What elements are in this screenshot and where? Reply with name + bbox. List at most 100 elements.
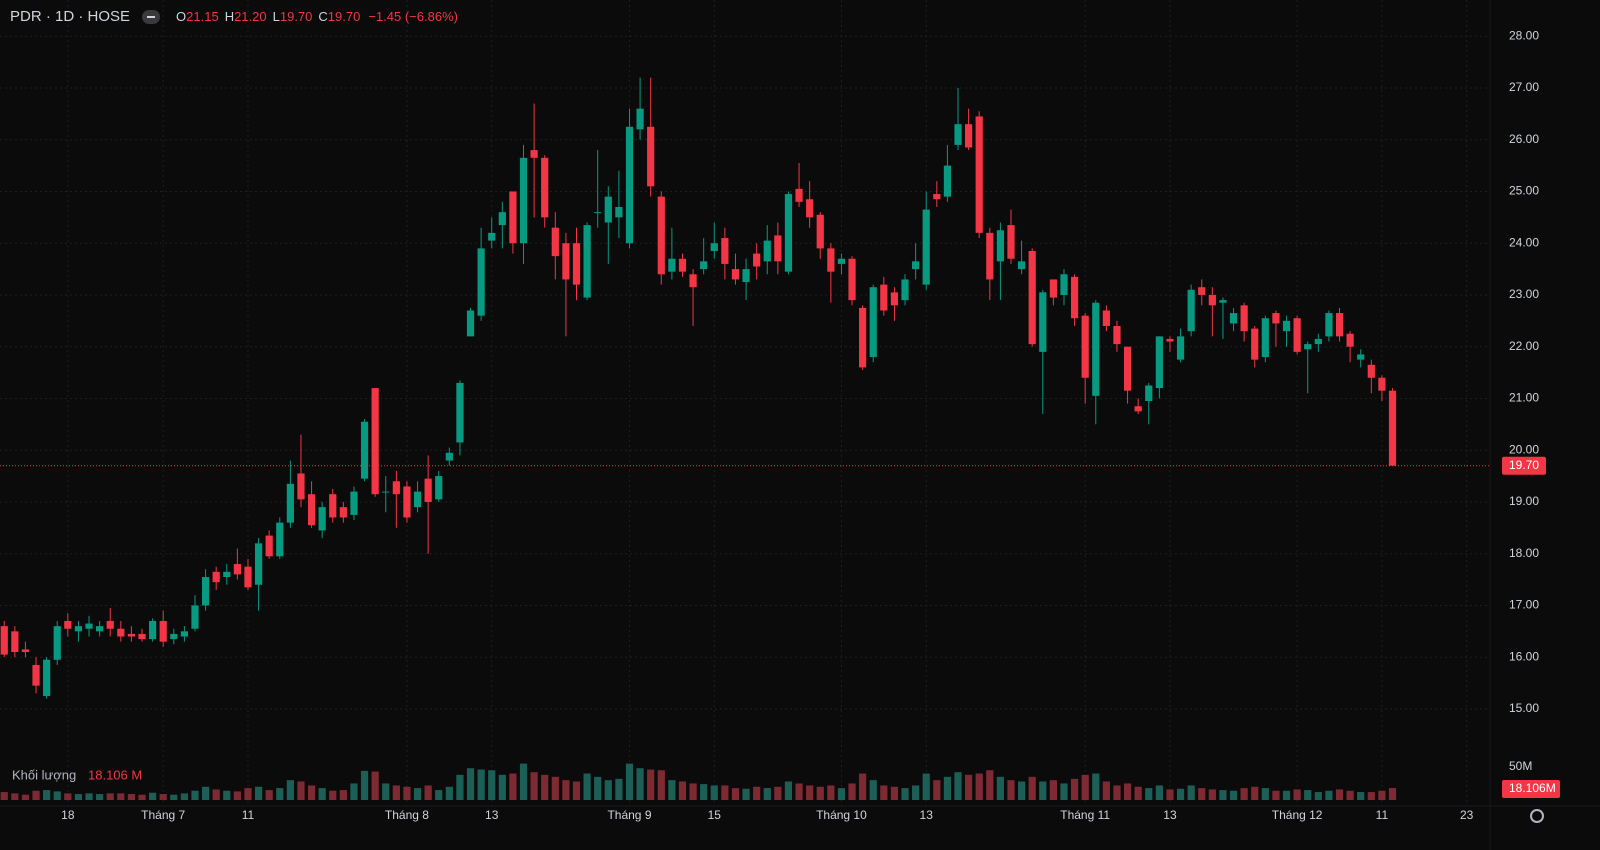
candle-body	[170, 633, 178, 640]
candle-body	[647, 126, 655, 187]
volume-bar	[53, 791, 61, 800]
candle-body	[85, 623, 93, 629]
volume-bar	[360, 770, 369, 800]
volume-bar	[901, 788, 909, 800]
volume-bar	[742, 788, 750, 800]
candle-body	[1166, 338, 1174, 342]
candle-body	[180, 631, 188, 637]
volume-bar	[201, 786, 210, 800]
volume-bar	[1304, 790, 1312, 800]
candle-body	[64, 620, 72, 629]
x-tick-label: Tháng 12	[1272, 808, 1323, 822]
candle-body	[509, 191, 517, 244]
candle-body	[424, 478, 432, 502]
legend-value: 21.20	[234, 9, 267, 24]
candle-body	[1039, 292, 1047, 352]
volume-bar	[1346, 790, 1354, 800]
x-tick-label: Tháng 8	[385, 808, 429, 822]
volume-bar	[371, 771, 379, 800]
candle-body	[1145, 385, 1153, 402]
candle-body	[1335, 313, 1344, 337]
candle-body	[138, 633, 146, 640]
candle-body	[1346, 333, 1354, 347]
volume-bar	[1251, 786, 1259, 800]
candle-body	[1304, 344, 1312, 350]
candle-body	[1293, 318, 1301, 352]
volume-bar	[541, 774, 549, 800]
legend-value: 19.70	[327, 9, 361, 24]
volume-bar	[191, 790, 199, 800]
last-volume-box	[1502, 780, 1560, 798]
legend-value: 19.70	[279, 9, 313, 24]
candle-body	[1240, 305, 1248, 332]
volume-bar	[286, 780, 294, 800]
y-tick-label: 15.00	[1509, 701, 1539, 715]
candle-body	[149, 620, 157, 640]
volume-bar	[519, 763, 528, 800]
candle-body	[943, 165, 952, 197]
candle-body	[286, 483, 294, 523]
candle-body	[21, 649, 30, 653]
collapse-button[interactable]	[142, 9, 161, 24]
candle-body	[530, 150, 538, 158]
candle-body	[477, 248, 485, 316]
volume-bar	[912, 785, 920, 800]
candle-body	[1081, 315, 1089, 378]
volume-bar	[170, 794, 178, 800]
legend-key: C	[318, 9, 328, 24]
candle-body	[1325, 313, 1333, 337]
volume-bar	[1357, 792, 1365, 800]
candle-body	[668, 258, 676, 272]
volume-bar	[435, 790, 443, 800]
x-tick-label: Tháng 10	[816, 808, 867, 822]
volume-bar	[509, 773, 517, 800]
candle-body	[276, 522, 284, 557]
candle-body	[615, 206, 623, 218]
volume-bar	[1017, 781, 1026, 800]
volume-bar	[244, 788, 252, 800]
candle-body	[795, 188, 803, 202]
y-tick-label: 19.00	[1509, 494, 1539, 508]
candle-body	[721, 238, 729, 264]
volume-tick-label: 50M	[1509, 759, 1532, 773]
candle-body	[1028, 250, 1036, 345]
candle-body	[551, 227, 559, 257]
y-tick-label: 20.00	[1509, 442, 1539, 456]
volume-bar	[0, 792, 8, 800]
candle-body	[466, 310, 475, 337]
volume-bar	[498, 774, 506, 800]
candle-body	[1007, 225, 1015, 259]
candle-body	[604, 196, 612, 223]
volume-bar	[530, 772, 538, 800]
candle-body	[53, 626, 61, 660]
volume-bar	[424, 785, 432, 800]
volume-bar	[965, 774, 973, 800]
volume-bar	[276, 788, 284, 800]
candle-body	[1314, 338, 1322, 345]
volume-bar	[572, 781, 581, 800]
candle-body	[159, 620, 167, 642]
candle-body	[1176, 336, 1185, 360]
candle-body	[806, 199, 814, 218]
candle-body	[445, 452, 453, 461]
candle-body	[625, 126, 634, 244]
candle-body	[1378, 377, 1386, 391]
volume-bar	[700, 784, 708, 800]
candle-body	[678, 258, 687, 272]
volume-bar	[382, 783, 390, 800]
legend-value: 21.15	[186, 9, 219, 24]
volume-bar	[880, 785, 888, 800]
volume-bar	[1123, 783, 1132, 800]
candle-body	[731, 269, 740, 280]
settings-icon[interactable]	[1530, 809, 1544, 823]
volume-bar	[11, 793, 19, 800]
volume-bar	[551, 776, 559, 800]
x-tick-label: 23	[1460, 808, 1474, 822]
volume-bar	[212, 789, 220, 800]
volume-bar	[562, 780, 570, 800]
candle-body	[742, 269, 750, 283]
candle-body	[996, 230, 1005, 262]
